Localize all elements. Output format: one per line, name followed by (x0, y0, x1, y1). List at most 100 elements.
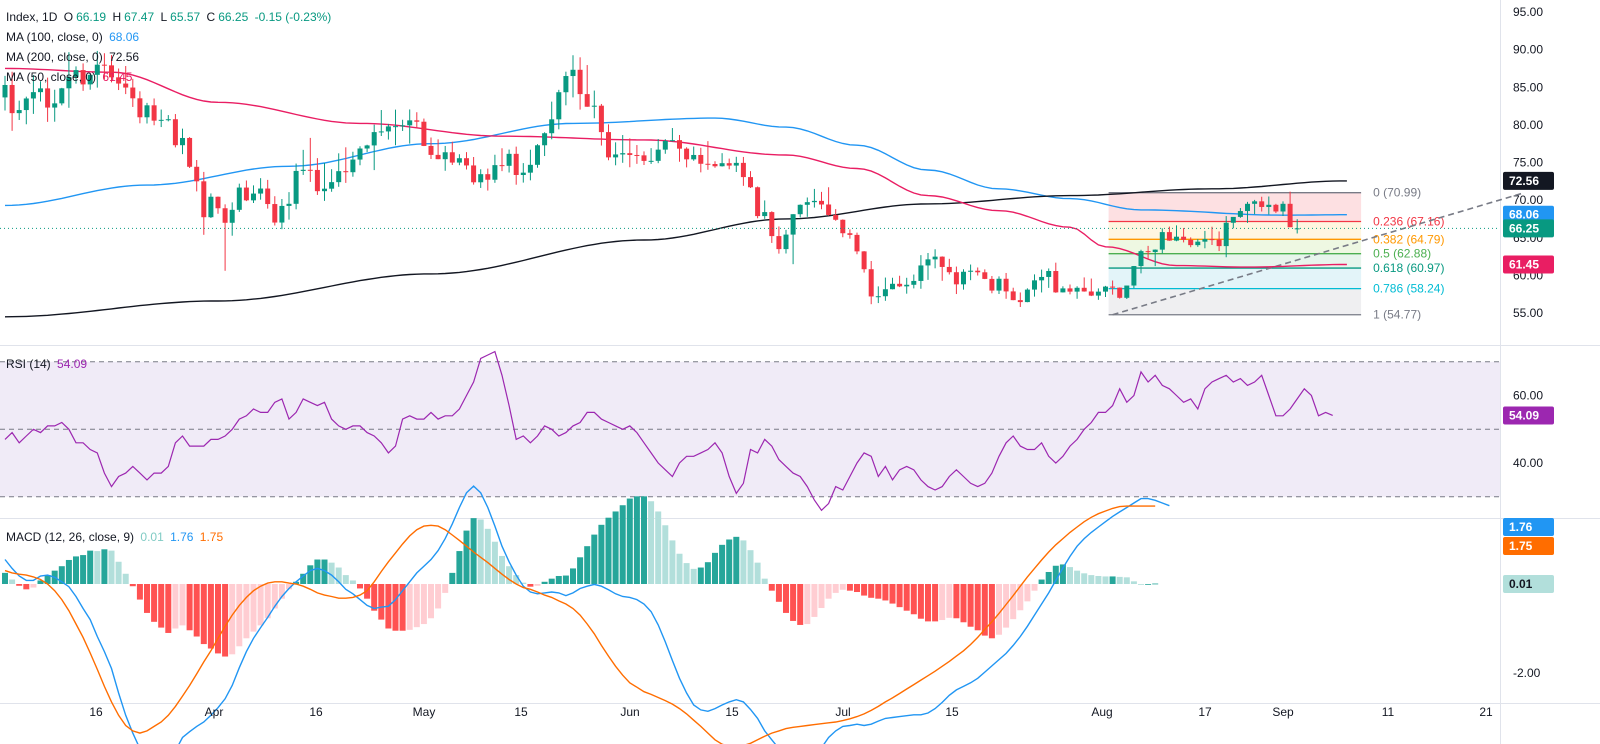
time-axis-label: 16 (309, 705, 323, 719)
candle-body (130, 87, 136, 99)
time-axis-label: Aug (1091, 705, 1112, 719)
macd-tick-label: -2.00 (1513, 666, 1541, 680)
candle-body (669, 140, 675, 142)
macd-histogram-bar (1081, 573, 1088, 584)
fib-level-label: 1 (54.77) (1373, 308, 1421, 322)
macd-histogram-bar (768, 584, 775, 591)
candle-body (634, 154, 640, 156)
macd-histogram-bar (1145, 584, 1152, 585)
macd-histogram-bar (513, 575, 520, 584)
macd-histogram-bar (413, 584, 420, 628)
candle-body (620, 153, 626, 155)
macd-histogram-bar (861, 584, 868, 596)
legend-close-label: C (206, 10, 216, 24)
candle-body (1166, 232, 1172, 241)
macd-histogram-bar (527, 584, 534, 587)
candle-body (577, 69, 583, 95)
macd-histogram-bar (328, 562, 335, 584)
candle-body (691, 154, 697, 160)
candle-body (73, 70, 79, 77)
macd-histogram-bar (626, 498, 633, 584)
macd-histogram-bar (1095, 575, 1102, 584)
macd-histogram-bar (541, 581, 548, 584)
candle-body (641, 155, 647, 161)
fib-zone (1108, 288, 1362, 315)
candle-body (1095, 291, 1101, 296)
macd-histogram-bar (1010, 584, 1017, 620)
candle-body (300, 169, 306, 171)
candle-body (1237, 211, 1243, 217)
legend-ma50-value: 61.45 (102, 70, 133, 84)
macd-histogram-bar (1038, 579, 1045, 584)
candle-body (329, 182, 335, 189)
candle-body (478, 174, 484, 183)
macd-histogram-bar (200, 584, 207, 645)
macd-histogram-bar (222, 584, 229, 657)
candle-body (1245, 203, 1250, 212)
macd-histogram-bar (37, 580, 44, 584)
macd-histogram-bar (570, 568, 576, 584)
candle-body (677, 140, 682, 149)
macd-histogram-bar (1102, 576, 1109, 584)
macd-histogram-bar (215, 584, 221, 654)
time-axis-label: 11 (1382, 705, 1395, 719)
candle-body (1138, 251, 1144, 267)
candle-body (1088, 291, 1094, 296)
fib-zone (1108, 239, 1362, 254)
macd-histogram-bar (555, 575, 562, 584)
macd-histogram-bar (286, 584, 292, 590)
candle-body (1039, 276, 1045, 281)
candle-body (407, 120, 413, 126)
candle-body (471, 165, 477, 183)
macd-histogram-bar (967, 584, 974, 627)
macd-histogram-bar (278, 584, 285, 599)
time-axis-label: 15 (514, 705, 528, 719)
candle-body (1216, 239, 1222, 247)
candle-body (1074, 287, 1080, 292)
candle-body (357, 148, 363, 160)
macd-histogram-bar (662, 525, 669, 584)
candle-body (414, 120, 420, 122)
candle-body (861, 251, 867, 270)
candle-body (890, 283, 895, 290)
macd-histogram-bar (669, 540, 676, 584)
macd-histogram-bar (946, 584, 953, 618)
time-axis-label: 21 (1479, 705, 1493, 719)
candle-body (1152, 249, 1158, 253)
legend-macd-signal: 1.75 (199, 530, 224, 544)
macd-histogram-bar (846, 584, 853, 591)
legend-macd-label: MACD (12, 26, close, 9) (6, 530, 135, 544)
macd-histogram-bar (697, 567, 704, 584)
legend-rsi-value: 54.09 (57, 357, 88, 371)
macd-histogram-bar (811, 584, 818, 617)
macd-histogram-bar (165, 584, 172, 633)
macd-histogram-bar (996, 584, 1002, 635)
candle-body (272, 204, 278, 223)
time-axis-label: Apr (205, 705, 224, 719)
fib-level-label: 0.618 (60.97) (1373, 261, 1444, 275)
macd-histogram-bar (584, 546, 591, 584)
time-axis-label: Jun (620, 705, 639, 719)
rsi-badge (1503, 406, 1554, 425)
fib-zone (1108, 192, 1362, 222)
candle-body (535, 145, 540, 165)
candle-body (811, 200, 817, 203)
macd-histogram-bar (577, 557, 584, 584)
candle-body (655, 149, 661, 161)
candle-body (1046, 271, 1052, 277)
legend-high: 67.47 (124, 10, 155, 24)
candle-body (1159, 232, 1165, 250)
macd-histogram-bar (378, 584, 385, 620)
candle-body (1259, 201, 1265, 207)
candle-body (556, 92, 562, 120)
candle-body (1294, 228, 1300, 230)
rsi-line (4, 350, 1333, 512)
macd-line (4, 485, 1170, 744)
candle-body (343, 171, 349, 173)
macd-histogram-bar (58, 566, 65, 584)
macd-histogram-bar (868, 584, 875, 598)
macd-histogram-bar (470, 518, 477, 584)
candle-body (1230, 216, 1236, 223)
candle-body (1202, 239, 1208, 242)
